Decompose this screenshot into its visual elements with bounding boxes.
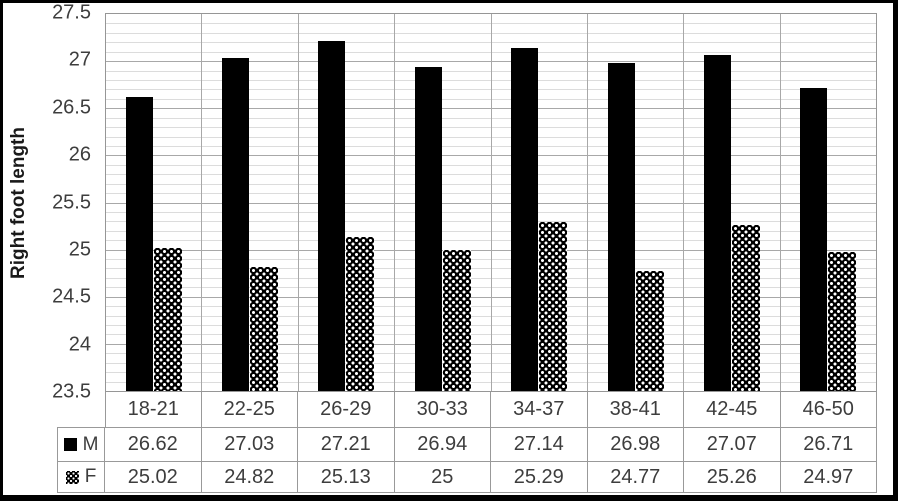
bar-m-34-37 [511, 47, 539, 391]
categories-layer [106, 14, 876, 391]
table-header-18-21: 18-21 [105, 392, 202, 428]
y-tick-label: 24.5 [52, 285, 91, 308]
bar-f-46-50 [828, 252, 857, 391]
y-tick-label: 27.5 [52, 1, 91, 24]
bar-f-30-33 [442, 249, 471, 391]
table-value-f-34-37: 25.29 [491, 462, 588, 493]
table-value-m-18-21: 26.62 [105, 428, 202, 462]
category-group-46-50 [781, 14, 876, 391]
y-tick-label: 26.5 [52, 96, 91, 119]
category-group-26-29 [299, 14, 396, 391]
table-value-f-38-41: 24.77 [587, 462, 684, 493]
y-tick-label: 25 [68, 238, 91, 261]
bar-m-22-25 [222, 58, 250, 391]
y-tick-label: 23.5 [52, 380, 91, 403]
category-group-18-21 [106, 14, 203, 391]
bar-f-42-45 [731, 225, 760, 391]
table-header-46-50: 46-50 [780, 392, 877, 428]
y-axis-title: Right foot length [5, 13, 33, 392]
bar-f-22-25 [250, 266, 279, 391]
table-value-m-38-41: 26.98 [587, 428, 684, 462]
category-group-30-33 [395, 14, 492, 391]
table-header-42-45: 42-45 [684, 392, 781, 428]
y-axis-title-text: Right foot length [8, 126, 29, 279]
table-value-f-46-50: 24.97 [780, 462, 877, 493]
bar-m-42-45 [703, 54, 731, 391]
bar-f-34-37 [539, 222, 568, 391]
table-value-f-18-21: 25.02 [105, 462, 202, 493]
bar-m-26-29 [318, 41, 346, 391]
y-axis-ticks: 27.5 27 26.5 26 25.5 25 24.5 24 23.5 [33, 3, 97, 403]
category-group-42-45 [684, 14, 781, 391]
plot-area [105, 13, 877, 392]
table-value-m-46-50: 26.71 [780, 428, 877, 462]
bar-m-30-33 [414, 66, 442, 391]
table-corner-cell [57, 392, 105, 428]
legend-key-m-icon [63, 438, 77, 451]
legend-label-m: M [82, 433, 99, 455]
table-value-m-34-37: 27.14 [491, 428, 588, 462]
legend-label-f: F [84, 466, 97, 487]
table-header-34-37: 34-37 [491, 392, 588, 428]
legend-cell-f: F [57, 462, 105, 493]
table-header-30-33: 30-33 [394, 392, 491, 428]
y-tick-label: 25.5 [52, 191, 91, 213]
y-tick-label: 26 [68, 143, 91, 166]
table-value-f-30-33: 25 [394, 462, 491, 493]
table-value-m-30-33: 26.94 [394, 428, 491, 462]
bar-f-38-41 [635, 271, 664, 391]
table-value-f-42-45: 25.26 [684, 462, 781, 493]
legend-key-f-icon [65, 470, 79, 484]
category-group-22-25 [202, 14, 299, 391]
bar-m-46-50 [800, 88, 828, 391]
category-group-38-41 [588, 14, 685, 391]
bar-m-38-41 [607, 63, 635, 391]
table-value-m-22-25: 27.03 [201, 428, 298, 462]
table-header-22-25: 22-25 [201, 392, 298, 428]
table-header-26-29: 26-29 [298, 392, 395, 428]
bar-f-18-21 [153, 247, 182, 391]
bar-f-26-29 [346, 237, 375, 391]
category-group-34-37 [492, 14, 588, 391]
bar-m-18-21 [125, 96, 153, 391]
legend-cell-m: M [57, 428, 105, 462]
table-value-m-42-45: 27.07 [684, 428, 781, 462]
y-tick-label: 27 [68, 48, 91, 71]
table-value-f-26-29: 25.13 [298, 462, 395, 493]
table-value-m-26-29: 27.21 [298, 428, 395, 462]
table-value-f-22-25: 24.82 [201, 462, 298, 493]
y-tick-label: 24 [68, 333, 91, 356]
data-table: 18-21 22-25 26-29 30-33 34-37 38-41 42-45 46-50… [57, 392, 877, 493]
table-header-38-41: 38-41 [587, 392, 684, 428]
